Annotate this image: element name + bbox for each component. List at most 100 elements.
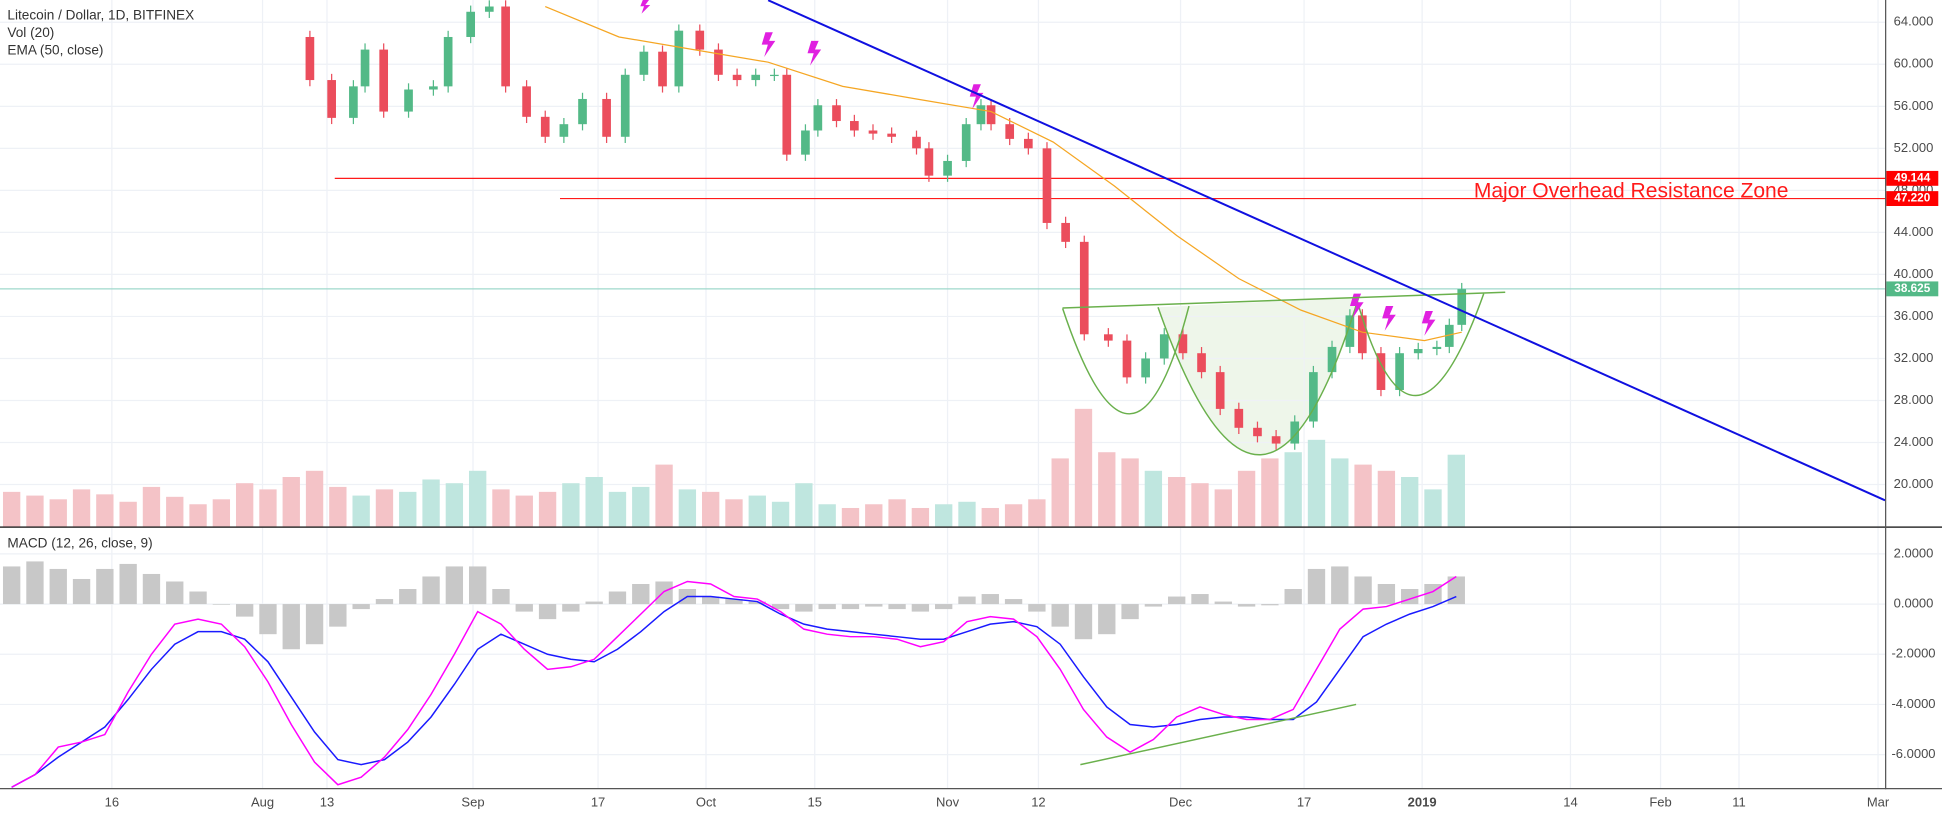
volume-bar bbox=[841, 507, 860, 527]
macd-histogram-bar bbox=[49, 568, 67, 605]
symbol-title: Litecoin / Dollar, 1D, BITFINEX bbox=[7, 8, 194, 23]
candle-body bbox=[801, 130, 810, 155]
volume-bar bbox=[1261, 458, 1279, 527]
volume-bar bbox=[1168, 477, 1186, 527]
y-tick-label: -2.0000 bbox=[1891, 646, 1935, 661]
signal-icon bbox=[1349, 293, 1364, 319]
macd-histogram-bar bbox=[1074, 604, 1093, 640]
volume-bar bbox=[702, 491, 720, 527]
volume-bar bbox=[1121, 458, 1139, 527]
candle-body bbox=[540, 116, 550, 137]
volume-bar bbox=[935, 504, 953, 527]
signal-icon bbox=[1421, 310, 1436, 336]
macd-histogram-bar bbox=[329, 604, 347, 627]
macd-histogram-bar bbox=[958, 596, 976, 605]
macd-histogram-bar bbox=[865, 604, 883, 607]
volume-bar bbox=[1214, 489, 1232, 527]
volume-bar bbox=[608, 491, 627, 527]
volume-bar bbox=[422, 479, 440, 527]
macd-histogram-bar bbox=[375, 599, 394, 605]
divergence-line bbox=[1080, 703, 1357, 766]
candle-body bbox=[751, 74, 761, 81]
candle-body bbox=[943, 160, 952, 176]
macd-histogram-bar bbox=[911, 604, 930, 612]
macd-histogram-bar bbox=[632, 584, 650, 605]
volume-bar bbox=[2, 491, 21, 527]
candle-body bbox=[695, 30, 705, 50]
price-tag-label: 47.220 bbox=[1894, 192, 1930, 205]
right-shoulder bbox=[1355, 293, 1485, 397]
price-tag bbox=[1886, 170, 1939, 186]
volume-bar bbox=[142, 486, 161, 527]
candle-body bbox=[1104, 334, 1113, 341]
volume-bar bbox=[259, 489, 277, 527]
volume-bar bbox=[655, 464, 673, 527]
y-tick-label: 52.000 bbox=[1894, 140, 1934, 155]
volume-bar bbox=[865, 504, 883, 527]
candle-body bbox=[1178, 334, 1188, 354]
volume-bar bbox=[375, 489, 394, 527]
volume-bar bbox=[235, 483, 254, 527]
volume-bar bbox=[725, 499, 743, 527]
macd-line bbox=[11, 575, 1457, 788]
volume-bar bbox=[1401, 477, 1419, 527]
macd-histogram-bar bbox=[26, 561, 44, 605]
macd-histogram-bar bbox=[981, 594, 999, 605]
macd-histogram-bar bbox=[72, 578, 91, 605]
y-tick-label: 36.000 bbox=[1894, 308, 1934, 323]
macd-histogram-bar bbox=[1028, 604, 1046, 612]
macd-histogram-bar bbox=[1447, 576, 1465, 605]
y-tick-label: 56.000 bbox=[1894, 98, 1934, 113]
signal-icon bbox=[969, 84, 984, 110]
candle-body bbox=[1327, 346, 1337, 373]
candle-body bbox=[327, 80, 336, 118]
candle-body bbox=[1024, 138, 1033, 149]
candle-body bbox=[1141, 358, 1150, 378]
x-tick-label: 17 bbox=[1297, 794, 1311, 809]
candle-body bbox=[578, 98, 587, 125]
y-tick-label: 64.000 bbox=[1894, 14, 1934, 29]
macd-histogram-bar bbox=[888, 604, 906, 610]
macd-histogram-bar bbox=[585, 601, 603, 605]
volume-bar bbox=[911, 507, 930, 527]
x-tick-label: 15 bbox=[808, 794, 822, 809]
y-tick-label: 0.0000 bbox=[1894, 596, 1934, 611]
candle-body bbox=[602, 98, 611, 137]
volume-bar bbox=[282, 477, 300, 527]
pattern-shapes bbox=[1061, 293, 1485, 456]
macd-histogram-bar bbox=[795, 604, 813, 612]
candle-body bbox=[887, 133, 896, 137]
y-tick-label: 28.000 bbox=[1894, 392, 1934, 407]
candle-body bbox=[813, 105, 823, 131]
macd-histogram-bar bbox=[841, 604, 860, 610]
volume-bar bbox=[958, 501, 976, 527]
price-tag-label: 49.144 bbox=[1894, 171, 1930, 184]
macd-histogram-bar bbox=[352, 604, 370, 610]
candle-body bbox=[850, 121, 859, 131]
volume-bar bbox=[1191, 483, 1209, 527]
y-tick-label: 40.000 bbox=[1894, 266, 1934, 281]
candle-body bbox=[732, 74, 742, 81]
macd-histogram-bar bbox=[445, 566, 464, 605]
y-tick-label: 60.000 bbox=[1894, 56, 1934, 71]
macd-histogram-bar bbox=[1051, 604, 1069, 627]
volume-bar bbox=[748, 495, 766, 527]
macd-histogram-bar bbox=[2, 566, 21, 605]
macd-histogram-bar bbox=[771, 604, 790, 610]
volume-bar bbox=[981, 507, 999, 527]
price-tag bbox=[1886, 191, 1939, 206]
volume-bar bbox=[585, 477, 603, 527]
candle-body bbox=[1457, 289, 1467, 325]
indicator-label: Vol (20) bbox=[7, 25, 54, 40]
candle-body bbox=[1234, 408, 1244, 428]
signal-icon bbox=[761, 32, 776, 57]
x-tick-label: Oct bbox=[696, 794, 717, 809]
volume-bar bbox=[72, 489, 91, 527]
x-tick-label: Mar bbox=[1867, 794, 1890, 809]
macd-histogram-bar bbox=[492, 589, 510, 605]
macd-histogram-bar bbox=[166, 581, 184, 605]
macd-histogram-bar bbox=[1261, 604, 1279, 606]
candle-body bbox=[961, 124, 971, 161]
macd-histogram-bar bbox=[142, 573, 161, 605]
candle-body bbox=[986, 105, 996, 125]
